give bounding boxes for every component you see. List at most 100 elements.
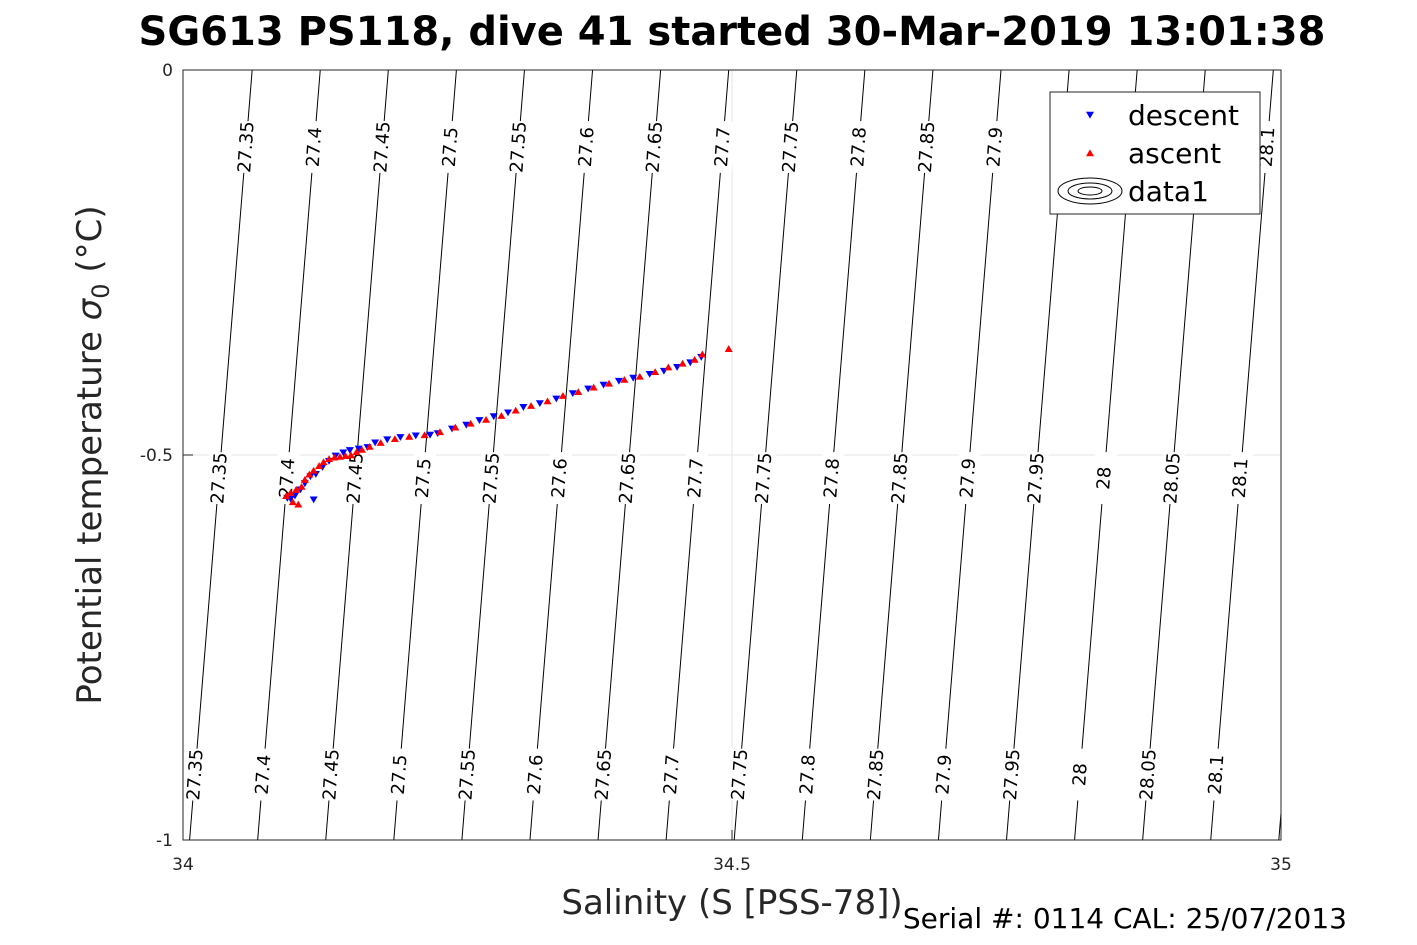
- ascent-point: [294, 500, 303, 508]
- descent-point: [645, 370, 654, 378]
- density-contour-label-bg: [641, 120, 668, 174]
- ascent-point: [286, 489, 295, 496]
- density-contour-label-bg: [614, 451, 641, 505]
- descent-point: [345, 447, 354, 454]
- ascent-point: [466, 419, 475, 427]
- ascent-point: [690, 355, 699, 363]
- density-contour-label: 27.6: [575, 126, 599, 167]
- descent-point: [614, 377, 623, 385]
- density-contour-label-bg: [573, 120, 600, 174]
- density-contour-label-group: 27.7: [658, 747, 685, 802]
- density-contour-label: 27.35: [234, 121, 259, 174]
- data-points: [282, 345, 733, 508]
- density-contour-label: 27.85: [888, 452, 913, 505]
- density-contour-label-bg: [250, 747, 276, 802]
- ascent-point: [288, 498, 297, 506]
- density-contour-label-bg: [886, 451, 913, 505]
- x-tick-label: 34: [172, 855, 194, 875]
- ascent-point: [678, 359, 687, 367]
- density-contour-label-bg: [318, 747, 344, 802]
- density-contour-label-group: 27.7: [709, 120, 736, 174]
- density-contour-label-bg: [1227, 451, 1253, 505]
- descent-point: [489, 413, 498, 421]
- ascent-point: [300, 476, 309, 483]
- density-contour-label: 27.75: [752, 452, 777, 505]
- density-contour-label-bg: [301, 120, 327, 174]
- density-contour-label-bg: [522, 747, 549, 802]
- density-contour-label-group: 27.55: [454, 747, 480, 802]
- density-contour-label-bg: [862, 747, 889, 802]
- chart-title: SG613 PS118, dive 41 started 30-Mar-2019…: [139, 9, 1326, 55]
- density-contour-label: 27.55: [506, 121, 531, 174]
- density-contour-label-group: 27.6: [546, 451, 573, 505]
- density-contour-label-bg: [478, 451, 505, 505]
- ascent-point: [574, 388, 583, 396]
- density-contour-label-group: 27.6: [522, 747, 549, 802]
- legend-box: [1049, 91, 1261, 215]
- descent-point: [383, 436, 392, 444]
- descent-point: [535, 400, 544, 408]
- density-contour-label-bg: [999, 747, 1025, 802]
- density-contour-label: 27.75: [728, 748, 753, 801]
- density-contour-label-group: 27.95: [1023, 451, 1049, 505]
- density-contour-label-group: 27.45: [369, 120, 395, 174]
- y-tick-label: -1: [156, 831, 173, 851]
- density-contour-label-group: 28.1: [1203, 747, 1229, 802]
- ascent-point: [365, 442, 374, 450]
- density-contour-label-group: 27.35: [206, 451, 232, 505]
- density-contour-label: 27.85: [915, 121, 940, 174]
- ascent-point: [352, 448, 361, 456]
- legend-entries: descent ascent data1: [1057, 99, 1239, 208]
- density-contour-label-group: 27.75: [750, 451, 777, 505]
- density-contour-label: 27.8: [820, 457, 844, 498]
- density-contour-label-bg: [1067, 747, 1093, 802]
- ascent-point: [420, 431, 429, 439]
- density-contour-label-bg: [726, 747, 753, 802]
- density-contour-label: 28.1: [1205, 754, 1229, 795]
- density-contour-label: 27.9: [956, 457, 980, 498]
- descent-point: [568, 390, 577, 397]
- density-contour-label-bg: [233, 120, 259, 174]
- ascent-point: [297, 482, 306, 490]
- density-contour-label: 27.65: [643, 121, 668, 174]
- density-contour-label-group: 27.75: [726, 747, 753, 802]
- legend[interactable]: descent ascent data1: [1049, 91, 1261, 215]
- density-contour-label: 27.75: [779, 121, 804, 174]
- density-contour-label-group: 27.55: [505, 120, 532, 174]
- density-contour-label-bg: [913, 120, 940, 174]
- density-contour-label-group: 27.95: [999, 747, 1025, 802]
- density-contour-label-group: 28: [1067, 747, 1093, 802]
- y-axis-label-main: Potential temperature: [70, 320, 110, 704]
- density-contour-label: 27.65: [592, 748, 617, 801]
- density-contour-label-bg: [1091, 451, 1117, 505]
- ascent-point: [282, 492, 291, 500]
- descent-point: [371, 439, 380, 447]
- density-contour-label: 28.1: [1256, 126, 1280, 167]
- descent-point: [309, 496, 318, 504]
- descent-point: [599, 381, 608, 389]
- density-contour-label: 27.5: [412, 457, 436, 498]
- descent-point: [584, 385, 593, 393]
- legend-ascent-label: ascent: [1128, 137, 1221, 170]
- density-contour-label-group: 27.65: [641, 120, 668, 174]
- ascent-point: [357, 446, 366, 453]
- density-contour-label-group: 27.6: [573, 120, 600, 174]
- density-contour-label-bg: [845, 120, 872, 174]
- density-contour-label: 27.95: [1024, 452, 1049, 505]
- density-contour-label-bg: [750, 451, 777, 505]
- density-contour-label-group: 27.9: [930, 747, 957, 802]
- density-contour-label: 27.35: [183, 748, 208, 801]
- density-contour-label: 28.05: [1160, 452, 1185, 505]
- density-contour-label: 27.6: [548, 457, 572, 498]
- density-contour-label: 27.95: [1000, 748, 1025, 801]
- axis-ticks: 34 34.5 35 0 -0.5 -1: [140, 61, 1292, 875]
- ascent-point: [620, 375, 629, 383]
- y-tick-label: 0: [162, 61, 173, 81]
- density-contour-label: 27.45: [319, 748, 344, 801]
- ascent-point: [664, 363, 673, 371]
- legend-ascent-swatch: [1086, 149, 1094, 157]
- density-contour-label-bg: [777, 120, 804, 174]
- density-contour-label: 27.5: [388, 754, 412, 795]
- ascent-point: [511, 406, 520, 414]
